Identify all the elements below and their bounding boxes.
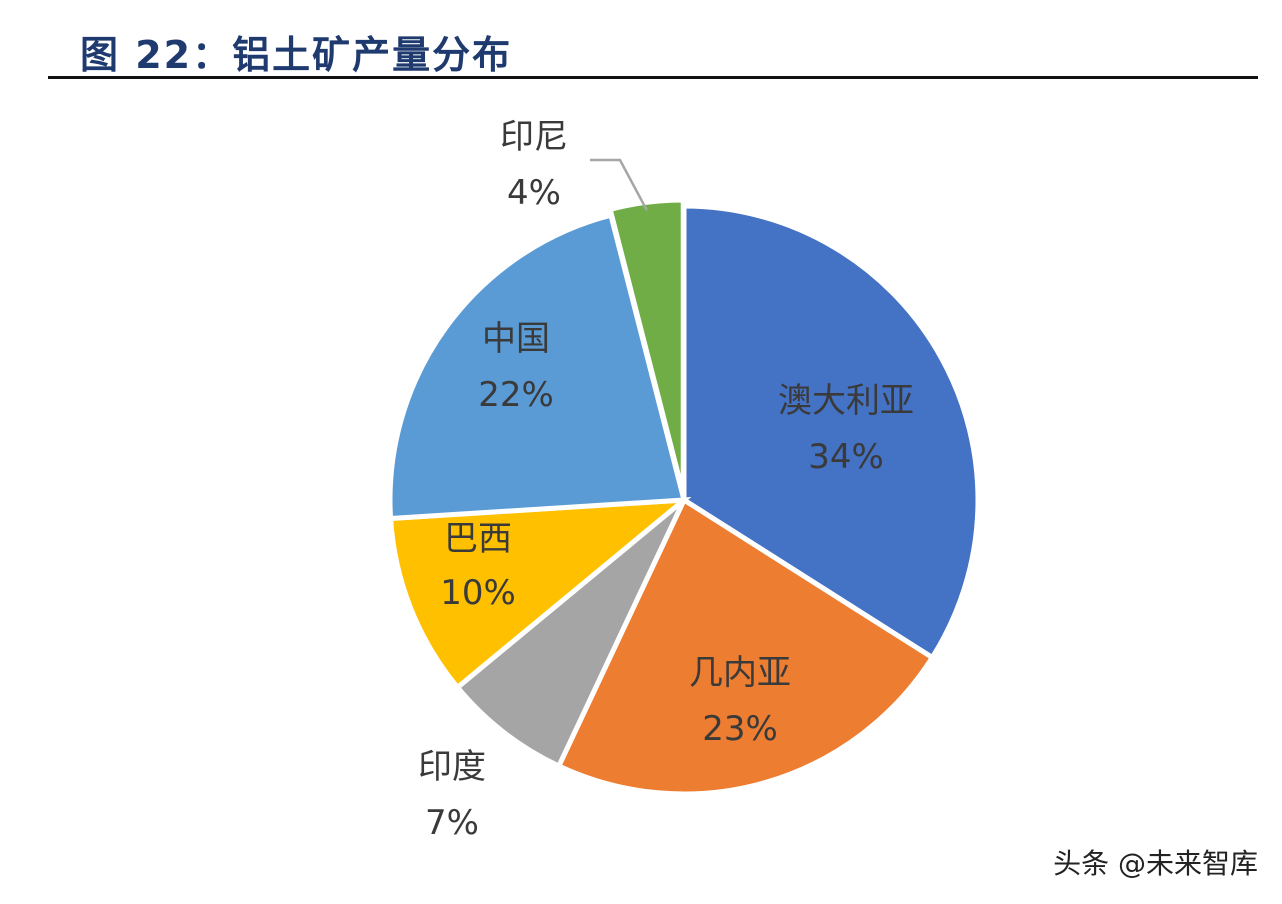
slice-name-label: 澳大利亚 <box>778 381 914 421</box>
title-divider <box>48 76 1258 79</box>
pie-slice-3 <box>453 498 687 770</box>
slice-name-label: 印尼 <box>500 117 568 157</box>
pie-slice-5 <box>387 212 688 522</box>
watermark: 头条 @未来智库 <box>1053 847 1258 880</box>
pie-slice-4 <box>387 497 692 691</box>
pie-slice-6 <box>607 197 686 495</box>
slice-name-label: 几内亚 <box>689 653 791 693</box>
slice-value-label: 34% <box>808 437 884 477</box>
slice-name-label: 中国 <box>482 319 550 359</box>
slice-value-label: 10% <box>440 573 516 613</box>
slice-value-label: 7% <box>425 803 479 843</box>
slice-value-label: 22% <box>478 375 554 415</box>
leader-lines <box>590 158 649 211</box>
pie-slices <box>387 197 981 797</box>
slice-labels: 澳大利亚 34% 几内亚 23% 印度 7% 巴西 10% 中国 22% 印尼 4% <box>418 117 914 843</box>
slice-name-label: 巴西 <box>444 519 512 559</box>
slice-value-label: 4% <box>507 173 561 213</box>
leader-line-6 <box>590 158 649 211</box>
slice-name-label: 印度 <box>418 747 486 787</box>
chart-title: 图 22：铝土矿产量分布 <box>80 33 513 77</box>
slice-value-label: 23% <box>702 709 778 749</box>
